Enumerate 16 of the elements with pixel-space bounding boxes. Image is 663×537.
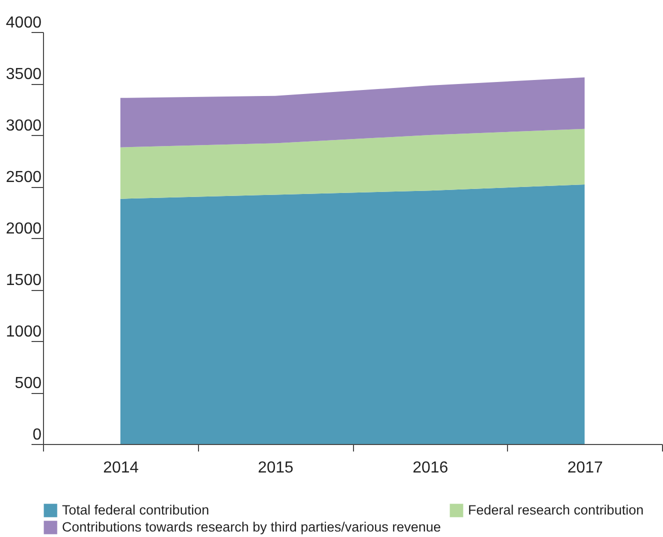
x-tick-label: 2014 (103, 460, 139, 476)
y-tick-label: 2000 (6, 220, 42, 238)
x-tick-label: 2017 (567, 460, 604, 476)
legend-label: Federal research contribution (468, 502, 644, 518)
y-tick-label: 1500 (6, 272, 42, 289)
y-tick-label: 2500 (6, 169, 42, 186)
legend-label: Contributions towards research by third parties/various revenue (62, 520, 441, 534)
legend-label: Total federal contribution (62, 502, 210, 518)
y-tick-label: 3500 (6, 66, 42, 83)
y-tick-label: 3000 (6, 118, 42, 134)
y-tick-label: 500 (14, 375, 42, 392)
y-tick-label: 1000 (6, 324, 42, 340)
x-tick-label: 2016 (412, 460, 448, 476)
y-tick-label: 4000 (6, 14, 42, 32)
y-tick-label: 0 (32, 426, 42, 444)
x-tick-label: 2015 (258, 460, 294, 476)
